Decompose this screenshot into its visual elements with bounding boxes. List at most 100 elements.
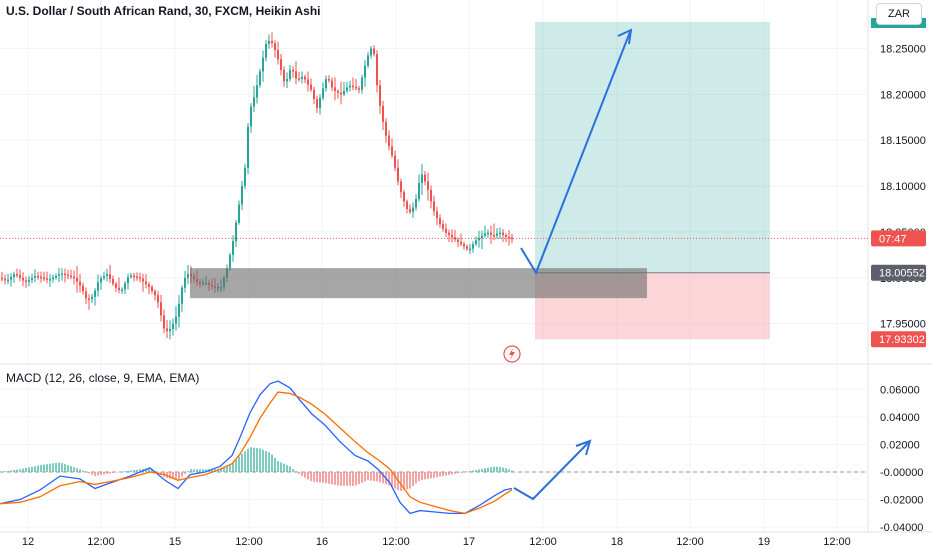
candle-body <box>340 92 342 95</box>
candle-body <box>166 328 168 332</box>
candle-body <box>115 283 117 288</box>
candle-body <box>10 276 12 280</box>
macd-histogram-bar <box>103 472 105 475</box>
macd-histogram-bar <box>325 472 327 484</box>
candle-body <box>475 240 477 245</box>
candle-body <box>391 146 393 156</box>
stop-price-badge-bg <box>871 331 926 348</box>
macd-histogram-bar <box>496 466 498 472</box>
macd-histogram-bar <box>382 472 384 484</box>
macd-histogram-bar <box>274 457 276 472</box>
price-tick-label: 18.25000 <box>880 44 926 56</box>
macd-projection-arrow[interactable] <box>513 442 589 501</box>
macd-histogram-bar <box>406 472 408 490</box>
candle-body <box>457 239 459 242</box>
macd-histogram-bar <box>265 451 267 472</box>
macd-histogram-bar <box>505 468 507 472</box>
macd-histogram-bar <box>364 472 366 482</box>
time-tick-label: 12:00 <box>823 536 851 548</box>
macd-histogram-bar <box>34 466 36 472</box>
supply-zone-rectangle[interactable] <box>190 268 647 299</box>
candle-body <box>385 121 387 136</box>
macd-histogram-bar <box>403 472 405 491</box>
drawings-layer[interactable] <box>190 28 647 501</box>
macd-histogram-bar <box>412 472 414 487</box>
macd-histogram-bar <box>184 472 186 474</box>
macd-histogram-bar <box>13 470 15 472</box>
macd-histogram-bar <box>439 472 441 477</box>
macd-histogram-bar <box>127 470 129 472</box>
candle-body <box>508 236 510 239</box>
target-zone[interactable] <box>535 21 770 273</box>
macd-histogram-bar <box>283 463 285 472</box>
time-tick-label: 12:00 <box>87 536 115 548</box>
candle-body <box>490 232 492 235</box>
candle-body <box>187 273 189 278</box>
macd-histogram-bar <box>316 472 318 483</box>
macd-histogram-bar <box>157 472 159 474</box>
macd-title[interactable]: MACD (12, 26, close, 9, EMA, EMA) <box>6 371 200 385</box>
candle-body <box>70 275 72 278</box>
macd-histogram-bar <box>196 469 198 472</box>
macd-histogram-bar <box>367 472 369 481</box>
projection-arrow[interactable] <box>520 31 631 275</box>
macd-histogram-bar <box>418 472 420 482</box>
candle-body <box>367 55 369 66</box>
candle-body <box>505 234 507 237</box>
macd-tick-label: -0.00000 <box>880 467 923 479</box>
macd-histogram-bar <box>181 472 183 477</box>
macd-histogram-bar <box>334 472 336 485</box>
macd-histogram-bar <box>310 472 312 482</box>
candle-body <box>283 69 285 82</box>
candle-body <box>271 40 273 44</box>
candle-body <box>418 183 420 200</box>
time-tick-label: 18 <box>611 536 623 548</box>
candle-body <box>301 76 303 80</box>
macd-histogram-bar <box>358 472 360 485</box>
macd-histogram-bar <box>394 472 396 489</box>
macd-histogram-bar <box>475 469 477 472</box>
candle-body <box>49 279 51 281</box>
macd-histogram-bar <box>205 469 207 472</box>
macd-histogram-bar <box>73 467 75 472</box>
macd-histogram-bar <box>499 467 501 472</box>
macd-histogram-bar <box>442 472 444 477</box>
macd-histogram-bar <box>61 463 63 472</box>
macd-histogram-bar <box>94 472 96 477</box>
macd-histogram-bar <box>424 472 426 480</box>
candle-body <box>16 274 18 276</box>
macd-histogram-bar <box>340 472 342 486</box>
candle-body <box>112 278 114 284</box>
macd-projection-arrowhead <box>575 439 592 456</box>
candle-body <box>157 295 159 303</box>
macd-histogram-bar <box>430 472 432 479</box>
macd-histogram-bar <box>454 472 456 474</box>
candle-body <box>481 235 483 239</box>
candle-body <box>427 181 429 190</box>
time-tick-label: 12:00 <box>529 536 557 548</box>
candle-body <box>502 232 504 235</box>
candle-body <box>388 135 390 147</box>
candle-body <box>355 87 357 89</box>
macd-histogram-bar <box>76 468 78 472</box>
time-tick-label: 12:00 <box>382 536 410 548</box>
stop-price-badge: 17.93302 <box>879 334 925 346</box>
candle-body <box>349 85 351 88</box>
candle-body <box>328 79 330 81</box>
alert-icon[interactable] <box>503 345 521 363</box>
macd-histogram-bar <box>307 472 309 480</box>
candle-body <box>43 277 45 280</box>
macd-histogram-bar <box>421 472 423 480</box>
candle-body <box>73 276 75 279</box>
macd-histogram-bar <box>478 469 480 472</box>
macd-histogram-bar <box>220 468 222 472</box>
candle-body <box>232 241 234 255</box>
currency-button[interactable]: ZAR <box>876 3 922 25</box>
macd-histogram-bar <box>352 472 354 486</box>
candle-body <box>466 246 468 249</box>
candle-body <box>430 189 432 202</box>
macd-histogram-bar <box>259 448 261 472</box>
candle-body <box>364 65 366 78</box>
macd-histogram-bar <box>301 472 303 476</box>
